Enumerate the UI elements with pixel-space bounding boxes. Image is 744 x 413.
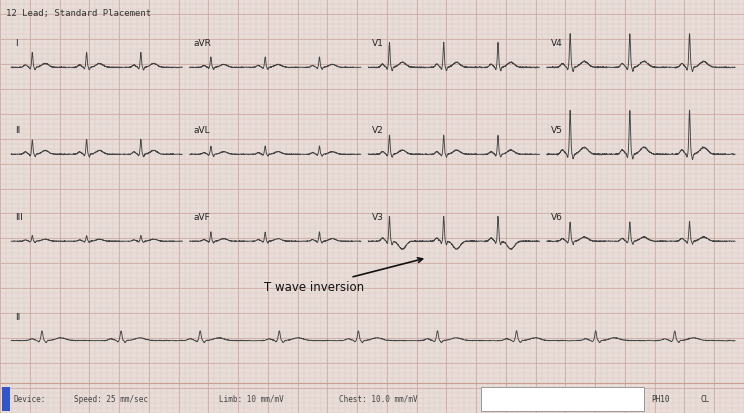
FancyBboxPatch shape — [481, 387, 644, 411]
Text: V5: V5 — [551, 126, 562, 135]
Text: Limb: 10 mm/mV: Limb: 10 mm/mV — [219, 394, 284, 403]
Text: II: II — [15, 126, 20, 135]
Text: Device:: Device: — [13, 394, 46, 403]
Text: aVL: aVL — [193, 126, 210, 135]
Text: 12 Lead; Standard Placement: 12 Lead; Standard Placement — [6, 9, 151, 18]
Text: V4: V4 — [551, 39, 562, 48]
Text: PH10: PH10 — [651, 394, 670, 403]
Text: V3: V3 — [372, 213, 384, 222]
Text: Speed: 25 mm/sec: Speed: 25 mm/sec — [74, 394, 148, 403]
Text: III: III — [15, 213, 23, 222]
Bar — [2, 387, 10, 411]
Text: aVR: aVR — [193, 39, 211, 48]
Text: V6: V6 — [551, 213, 562, 222]
Text: V2: V2 — [372, 126, 384, 135]
Text: I: I — [15, 39, 18, 48]
Text: V1: V1 — [372, 39, 384, 48]
Text: aVF: aVF — [193, 213, 211, 222]
Text: F 80- 0.15-100 Hz: F 80- 0.15-100 Hz — [485, 395, 559, 401]
Text: II: II — [15, 312, 20, 321]
Text: T wave inversion: T wave inversion — [264, 258, 423, 294]
Text: Chest: 10.0 mm/mV: Chest: 10.0 mm/mV — [339, 394, 417, 403]
Text: CL: CL — [700, 394, 709, 403]
